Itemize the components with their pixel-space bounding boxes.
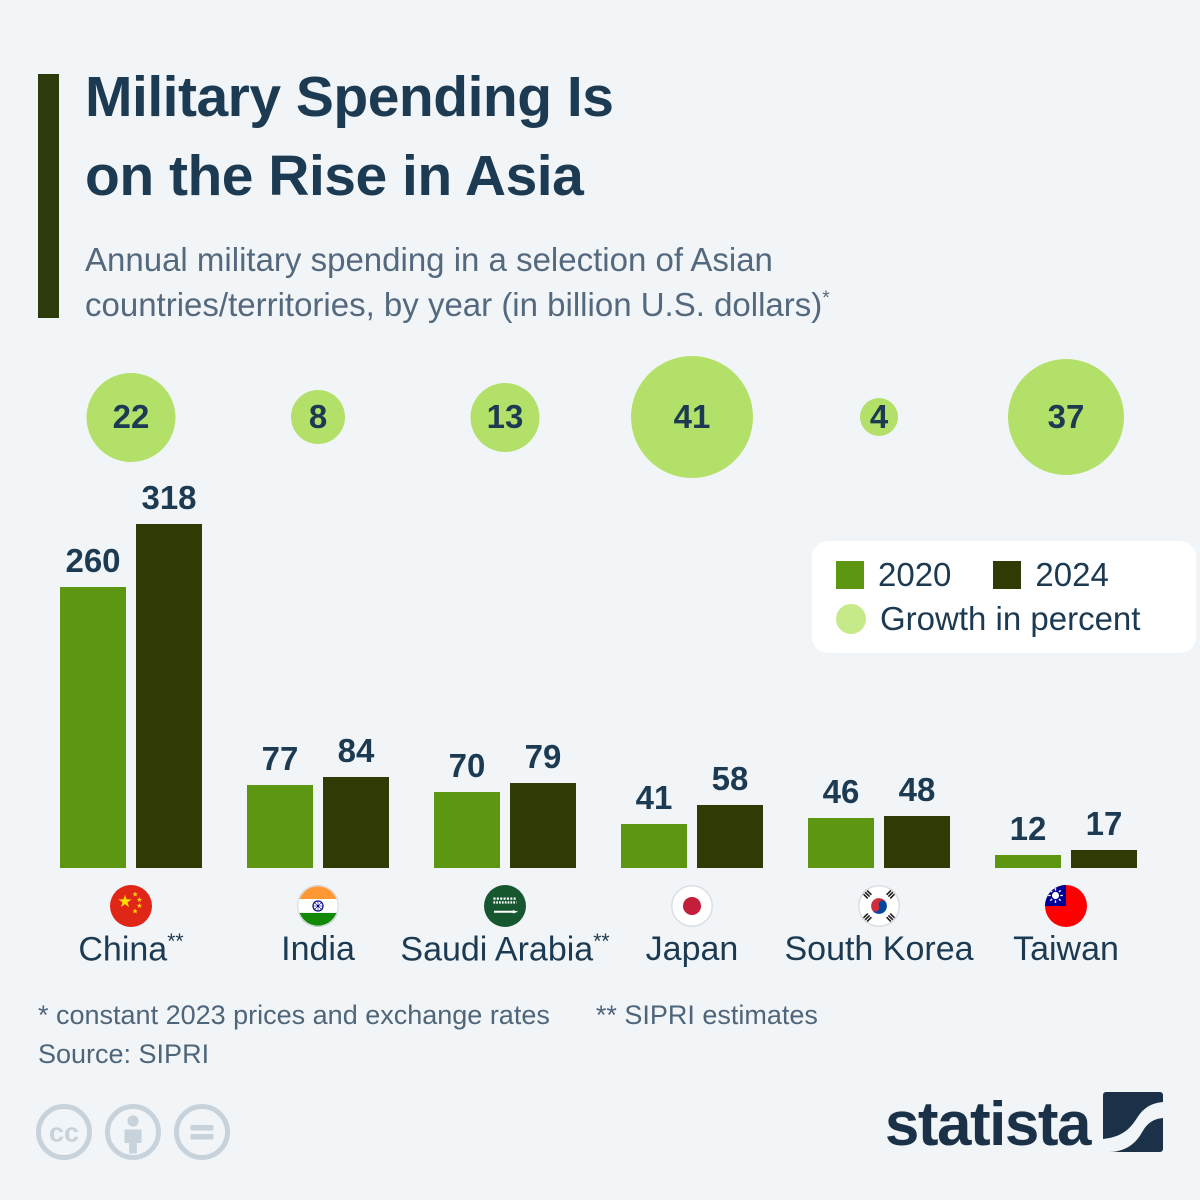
bar-2020-saudi-arabia (434, 792, 500, 868)
legend-swatch-growth-circle (836, 604, 866, 634)
page-title: Military Spending Is on the Rise in Asia (85, 58, 614, 215)
bar-value-label: 84 (337, 732, 375, 769)
svg-text:★: ★ (136, 902, 142, 910)
attribution-person-icon (104, 1103, 162, 1161)
legend-row-growth: Growth in percent (836, 598, 1196, 640)
title-line-2: on the Rise in Asia (85, 143, 584, 208)
legend-label: 2020 (878, 556, 952, 593)
saudi-arabia-flag-icon (484, 885, 526, 927)
bar-2024-taiwan (1071, 850, 1137, 868)
source-line: Source: SIPRI (38, 1039, 210, 1069)
footnote-marker: * (822, 287, 830, 309)
bar-value-label: 41 (635, 779, 673, 816)
category-label-india: India (281, 930, 355, 968)
statista-logo: statista (885, 1092, 1163, 1157)
bar-value-label: 79 (524, 738, 562, 775)
bar-2020-japan (621, 824, 687, 868)
title-line-1: Military Spending Is (85, 65, 614, 129)
category-label-south-korea: South Korea (784, 930, 974, 968)
legend-item-growth-in-percent: Growth in percent (836, 600, 1140, 638)
subtitle-line-2: countries/territories, by year (in billi… (85, 285, 830, 323)
bar-value-label: 48 (898, 771, 936, 808)
bar-value-label: 58 (711, 760, 749, 797)
chart-subtitle: Annual military spending in a selection … (85, 238, 830, 328)
bar-2024-india (323, 777, 389, 868)
statista-wordmark: statista (884, 1089, 1092, 1159)
growth-bubble-japan: 41 (631, 356, 753, 478)
bar-value-label: 318 (141, 479, 197, 516)
svg-text:★: ★ (117, 892, 132, 911)
creative-commons-icon: cc (35, 1103, 93, 1161)
bar-2024-china (136, 524, 202, 868)
legend-item-2020: 2020 (836, 556, 951, 594)
equals-icon (173, 1103, 231, 1161)
growth-bubble-south-korea: 4 (860, 398, 898, 436)
license-icons: cc (35, 1103, 231, 1161)
bar-value-label: 260 (65, 542, 121, 579)
bar-2024-saudi-arabia (510, 783, 576, 868)
bar-value-label: 46 (822, 773, 860, 810)
category-label-china: China** (78, 930, 184, 969)
statista-logo-icon (1103, 1092, 1163, 1157)
growth-bubble-saudi-arabia: 13 (470, 382, 540, 452)
footnotes: * constant 2023 prices and exchange rate… (38, 1000, 818, 1031)
legend-row-years: 2020 2024 (836, 554, 1196, 596)
taiwan-flag-icon (1045, 885, 1087, 927)
legend-item-2024: 2024 (993, 556, 1109, 594)
title-accent-bar (38, 74, 59, 318)
footnote-2: ** SIPRI estimates (595, 1000, 818, 1030)
chart-legend: 2020 2024 Growth in percent (812, 541, 1196, 653)
legend-label: Growth in percent (880, 600, 1141, 637)
legend-swatch-2024 (993, 561, 1022, 589)
china-flag-icon: ★ ★ ★ ★ ★ (110, 885, 152, 927)
footnote-1: * constant 2023 prices and exchange rate… (38, 1000, 550, 1030)
growth-bubble-india: 8 (291, 390, 345, 444)
category-label-saudi-arabia: Saudi Arabia** (400, 930, 610, 969)
bar-value-label: 17 (1085, 805, 1123, 842)
subtitle-line-1: Annual military spending in a selection … (85, 241, 773, 278)
bar-2020-taiwan (995, 855, 1061, 868)
svg-text:★: ★ (132, 891, 138, 899)
growth-bubble-china: 22 (86, 372, 176, 462)
south-korea-flag-icon (858, 885, 900, 927)
svg-text:★: ★ (136, 896, 142, 904)
estimate-marker: ** (167, 930, 184, 953)
bar-2020-south-korea (808, 818, 874, 868)
category-label-japan: Japan (645, 930, 739, 968)
legend-label: 2024 (1035, 556, 1109, 593)
japan-flag-icon (671, 885, 713, 927)
india-flag-icon (297, 885, 339, 927)
bar-2024-south-korea (884, 816, 950, 868)
estimate-marker: ** (593, 930, 610, 953)
legend-swatch-2020 (836, 561, 864, 589)
bar-value-label: 70 (448, 747, 486, 784)
svg-text:cc: cc (49, 1118, 79, 1148)
bar-2020-india (247, 785, 313, 868)
category-label-taiwan: Taiwan (1013, 930, 1119, 968)
bar-value-label: 12 (1009, 810, 1047, 847)
bar-2024-japan (697, 805, 763, 868)
bar-value-label: 77 (261, 740, 299, 777)
growth-bubble-taiwan: 37 (1008, 359, 1124, 475)
svg-text:★: ★ (132, 907, 138, 915)
bar-2020-china (60, 587, 126, 868)
